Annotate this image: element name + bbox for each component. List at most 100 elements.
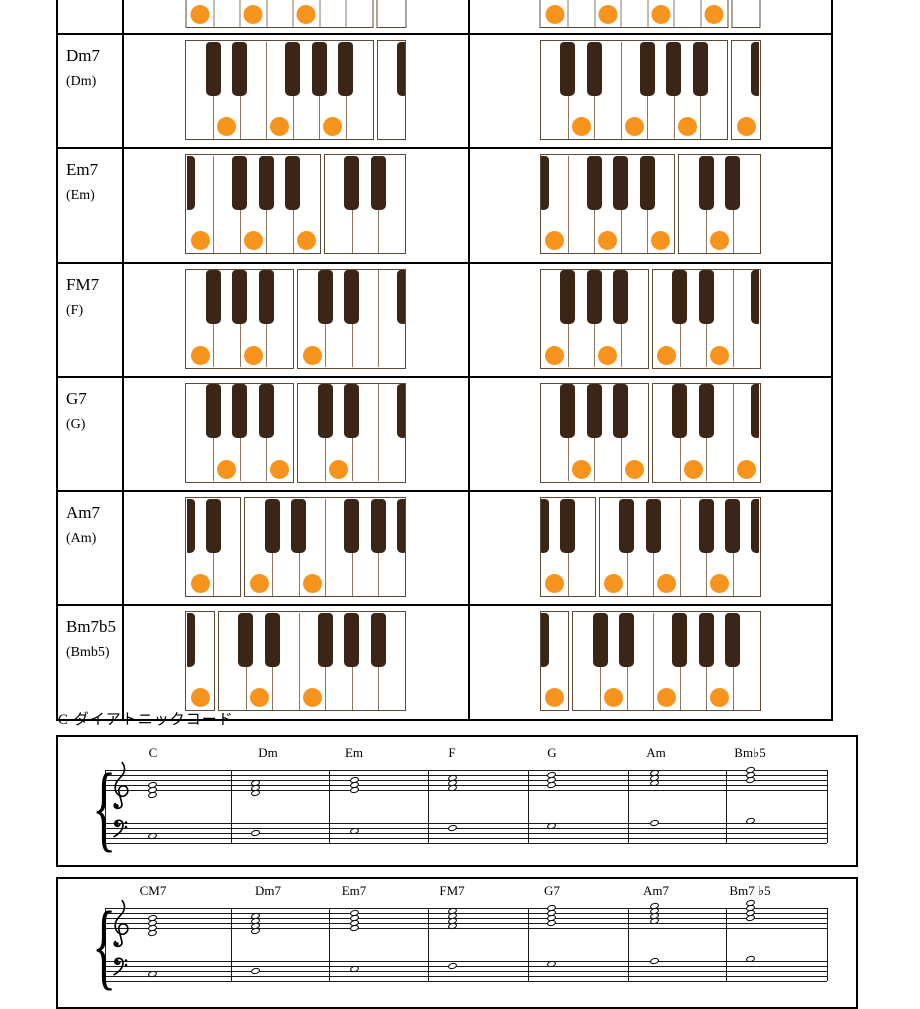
black-key bbox=[370, 155, 386, 210]
chord-table-row bbox=[58, 0, 831, 33]
chord-note-dot bbox=[243, 345, 263, 365]
triad-keyboard-cell bbox=[124, 606, 470, 719]
chord-note-dot bbox=[598, 5, 618, 24]
seventh-keyboard-cell bbox=[470, 149, 831, 261]
chord-note-dot bbox=[710, 688, 730, 708]
chord-note-dot bbox=[217, 459, 237, 479]
chord-note-dot bbox=[243, 5, 263, 24]
black-key bbox=[613, 270, 629, 325]
black-key bbox=[205, 384, 221, 439]
barline bbox=[628, 770, 629, 843]
black-key bbox=[619, 612, 635, 667]
black-key bbox=[586, 384, 602, 439]
chord-name: Dm7 bbox=[66, 46, 100, 65]
chord-note-dot bbox=[296, 5, 316, 24]
chord-note-dot bbox=[302, 688, 322, 708]
black-key bbox=[258, 270, 274, 325]
chord-note-dot bbox=[323, 117, 343, 136]
white-key-separator bbox=[239, 0, 241, 27]
black-key bbox=[344, 155, 360, 210]
black-key bbox=[645, 498, 661, 553]
chord-name-cell: G7 (G) bbox=[58, 377, 124, 491]
staff-chord-label: Bm♭5 bbox=[734, 745, 766, 760]
section-caption: C ダイアトニックコード bbox=[58, 712, 234, 728]
staff-chord-label: C bbox=[148, 745, 158, 760]
black-key bbox=[560, 384, 576, 439]
black-key bbox=[725, 155, 741, 210]
white-key-separator bbox=[732, 270, 734, 368]
staff-system-box: {CM7 Dm7 Em7 FM7 G7 Am7 Bm7 ♭5 bbox=[56, 877, 858, 1009]
chord-note-dot bbox=[736, 117, 756, 136]
keyboard-segment bbox=[185, 0, 374, 28]
barline bbox=[231, 908, 232, 981]
chord-name-alt: (F) bbox=[66, 302, 84, 318]
seventh-keyboard-cell bbox=[470, 264, 831, 376]
chord-note-dot bbox=[651, 231, 671, 251]
black-key bbox=[285, 155, 301, 210]
keyboard-diagram bbox=[539, 0, 761, 28]
staff-line bbox=[105, 843, 827, 844]
chord-name-cell: Bm7b5 (Bmb5) bbox=[58, 606, 124, 719]
staff-system-box: {C Dm Em F G Am Bm♭5 bbox=[56, 735, 858, 867]
system-brace: { bbox=[91, 753, 117, 861]
keyboard-diagram bbox=[185, 497, 407, 598]
black-key-partial-left bbox=[186, 612, 195, 667]
black-key bbox=[672, 270, 688, 325]
chord-note-dot bbox=[190, 5, 210, 24]
chord-note-dot bbox=[710, 345, 730, 365]
black-key bbox=[344, 384, 360, 439]
staff-line bbox=[105, 785, 827, 786]
black-key-partial-left bbox=[541, 155, 550, 210]
chord-note-dot bbox=[270, 117, 290, 136]
staff-chord-label: Am bbox=[646, 745, 666, 760]
white-key-separator bbox=[298, 612, 300, 710]
black-key bbox=[698, 498, 714, 553]
bass-clef-icon bbox=[113, 957, 128, 976]
chord-name-alt: (G) bbox=[66, 416, 86, 432]
chord-name: Bm7b5 bbox=[66, 617, 117, 637]
white-key-separator bbox=[292, 0, 294, 27]
bass-clef bbox=[111, 819, 128, 844]
white-key-separator bbox=[679, 498, 681, 596]
chord-note-dot bbox=[190, 345, 210, 365]
chord-note-dot bbox=[710, 574, 730, 594]
black-key bbox=[232, 41, 248, 96]
staff-line bbox=[105, 928, 827, 929]
black-key bbox=[613, 384, 629, 439]
staff-line bbox=[105, 961, 827, 962]
black-key bbox=[232, 384, 248, 439]
chord-note-dot bbox=[329, 459, 349, 479]
black-key bbox=[291, 498, 307, 553]
black-key bbox=[205, 270, 221, 325]
chord-note-dot bbox=[302, 574, 322, 594]
black-key bbox=[619, 498, 635, 553]
white-key-separator bbox=[378, 384, 380, 482]
staff-chord-label: Dm bbox=[258, 745, 278, 760]
chord-note-dot bbox=[545, 5, 565, 24]
keyboard-diagram bbox=[185, 154, 407, 255]
chord-name: G7 bbox=[66, 388, 87, 408]
black-key bbox=[560, 498, 576, 553]
chord-name-alt: (Bmb5) bbox=[66, 645, 110, 661]
triad-keyboard-cell bbox=[124, 492, 470, 605]
barline bbox=[231, 770, 232, 843]
keyboard-diagram bbox=[539, 154, 761, 255]
chord-name-cell: Am7 (Am) bbox=[58, 492, 124, 605]
black-key bbox=[725, 498, 741, 553]
black-key bbox=[370, 498, 386, 553]
chord-note-dot bbox=[598, 231, 618, 251]
chord-name-alt: (Dm) bbox=[66, 74, 97, 89]
white-key-separator bbox=[673, 0, 675, 27]
chord-name-cell: Dm7 (Dm) bbox=[58, 35, 124, 148]
white-key-separator bbox=[567, 155, 569, 253]
black-key bbox=[232, 155, 248, 210]
bass-whole-note bbox=[249, 829, 261, 837]
black-key bbox=[344, 498, 360, 553]
white-key-separator bbox=[266, 0, 268, 27]
black-key bbox=[205, 498, 221, 553]
barline bbox=[329, 770, 330, 843]
white-key-separator bbox=[266, 41, 268, 139]
chord-note-dot bbox=[657, 574, 677, 594]
chord-note-dot bbox=[302, 345, 322, 365]
black-key bbox=[672, 384, 688, 439]
